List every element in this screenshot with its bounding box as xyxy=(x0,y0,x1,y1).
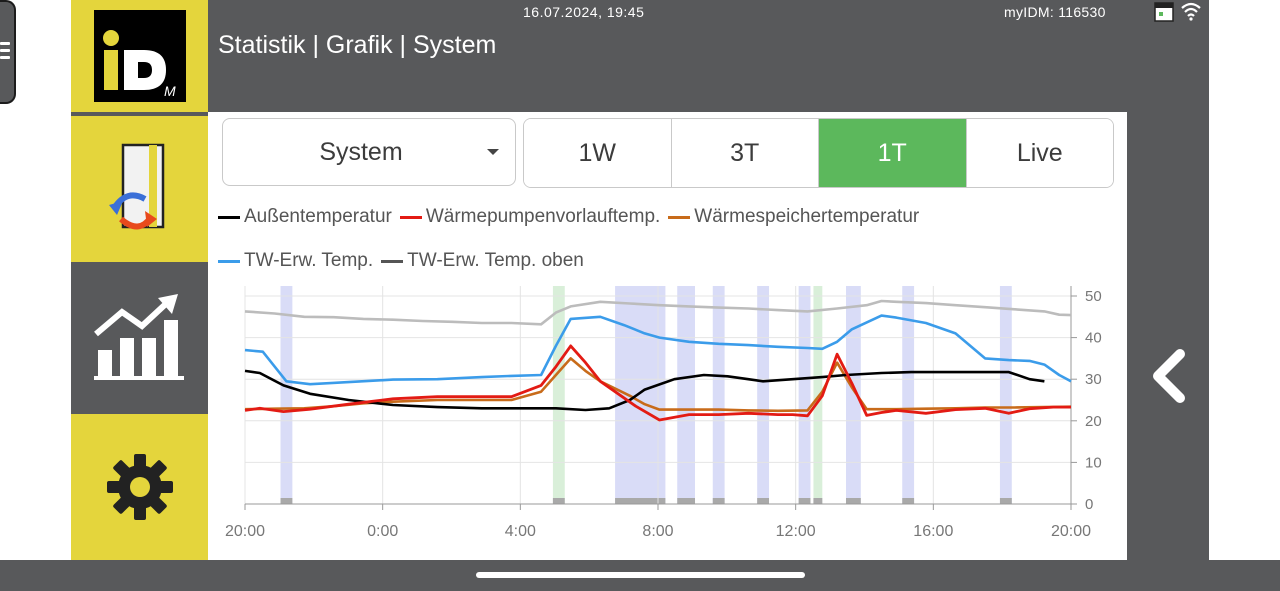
y-tick-label: 50 xyxy=(1085,288,1102,305)
legend-item[interactable]: Wärmepumpenvorlauftemp. xyxy=(399,206,661,228)
sidebar: M xyxy=(71,0,208,560)
band-marker xyxy=(615,498,666,504)
highlight-band-blue xyxy=(999,286,1012,504)
device-id: myIDM: 116530 xyxy=(1004,4,1106,20)
legend-label: Außentemperatur xyxy=(244,206,392,227)
band-marker xyxy=(280,498,293,504)
menu-icon xyxy=(0,42,10,63)
band-marker xyxy=(757,498,770,504)
idm-logo-icon: M xyxy=(93,10,186,102)
legend-label: Wärmespeichertemperatur xyxy=(694,206,920,227)
x-tick-label: 12:00 xyxy=(776,523,816,540)
gear-icon xyxy=(106,454,173,520)
legend-item[interactable]: TW-Erw. Temp. xyxy=(218,250,373,272)
series-line-2 xyxy=(244,357,1072,413)
series-line-1 xyxy=(244,344,1071,422)
side-menu-handle[interactable] xyxy=(0,0,16,104)
calendar-icon[interactable] xyxy=(1154,0,1174,22)
band-marker xyxy=(813,498,823,504)
band-marker xyxy=(712,498,725,504)
x-tick-label: 20:00 xyxy=(225,523,265,540)
highlight-band-green xyxy=(552,286,565,504)
series-line-3 xyxy=(244,314,1072,386)
highlight-band-blue xyxy=(615,286,666,504)
legend-item[interactable]: Wärmespeichertemperatur xyxy=(668,206,919,228)
y-tick-label: 10 xyxy=(1085,454,1102,471)
range-button-1w[interactable]: 1W xyxy=(524,119,672,187)
legend-label: Wärmepumpenvorlauftemp. xyxy=(425,206,661,227)
legend-swatch xyxy=(218,215,240,219)
band-marker xyxy=(999,498,1012,504)
highlight-band-blue xyxy=(280,286,293,504)
dropdown-value: System xyxy=(319,137,403,166)
header-datetime: 16.07.2024, 19:45 xyxy=(523,4,645,20)
y-tick-label: 40 xyxy=(1085,330,1102,347)
time-range-selector: 1W 3T 1T Live xyxy=(523,118,1114,188)
range-button-3t[interactable]: 3T xyxy=(671,119,819,187)
series-line-0 xyxy=(244,369,1045,412)
app-window: M xyxy=(71,0,1209,560)
chart-legend: Außentemperatur Wärmepumpenvorlauftemp. … xyxy=(218,206,1118,294)
range-button-live[interactable]: Live xyxy=(966,119,1113,187)
y-tick-label: 0 xyxy=(1085,496,1093,513)
highlight-band-blue xyxy=(757,286,770,504)
highlight-band-blue xyxy=(902,286,915,504)
band-marker xyxy=(798,498,811,504)
heat-pump-icon xyxy=(108,143,164,230)
y-tick-label: 30 xyxy=(1085,371,1102,388)
temperature-chart: 0 10 20 30 40 50 20:00 0:00 4:00 8:00 12:00 16:00 20… xyxy=(225,286,1102,540)
x-tick-label: 8:00 xyxy=(642,523,673,540)
legend-label: TW-Erw. Temp. xyxy=(244,250,374,271)
series-line-4 xyxy=(244,299,1072,326)
sidebar-item-logo[interactable]: M xyxy=(71,0,208,112)
legend-item[interactable]: TW-Erw. Temp. oben xyxy=(381,250,584,272)
highlight-band-blue xyxy=(845,286,861,504)
bar-chart-trend-icon xyxy=(93,294,184,380)
band-marker xyxy=(902,498,915,504)
highlight-band-green xyxy=(813,286,823,504)
legend-swatch xyxy=(218,259,240,263)
home-indicator[interactable] xyxy=(476,572,805,578)
legend-swatch xyxy=(399,215,422,219)
legend-swatch xyxy=(668,215,691,219)
y-tick-label: 20 xyxy=(1085,413,1102,430)
chevron-down-icon xyxy=(487,149,499,155)
legend-label: TW-Erw. Temp. oben xyxy=(407,250,584,271)
category-dropdown[interactable]: System xyxy=(222,118,516,186)
legend-swatch xyxy=(381,259,404,263)
statistics-panel: System 1W 3T 1T Live Außentemperatur Wär… xyxy=(208,112,1127,560)
x-tick-label: 16:00 xyxy=(913,523,953,540)
sidebar-item-statistics[interactable] xyxy=(71,266,208,410)
x-tick-label: 0:00 xyxy=(367,523,398,540)
range-button-1t[interactable]: 1T xyxy=(819,119,967,187)
back-chevron-icon[interactable] xyxy=(1148,348,1188,404)
svg-text:M: M xyxy=(164,83,176,99)
wifi-icon xyxy=(1181,2,1201,21)
sidebar-item-settings[interactable] xyxy=(71,414,208,560)
legend-item[interactable]: Außentemperatur xyxy=(218,206,392,228)
band-marker xyxy=(552,498,565,504)
page-title: Statistik | Grafik | System xyxy=(218,31,497,59)
sidebar-item-heat-pump[interactable] xyxy=(71,116,208,262)
highlight-band-blue xyxy=(677,286,696,504)
highlight-band-blue xyxy=(798,286,811,504)
status-icons xyxy=(1154,0,1202,22)
highlight-band-blue xyxy=(712,286,725,504)
x-tick-label: 20:00 xyxy=(1051,523,1091,540)
band-marker xyxy=(677,498,696,504)
x-tick-label: 4:00 xyxy=(505,523,536,540)
band-marker xyxy=(845,498,861,504)
